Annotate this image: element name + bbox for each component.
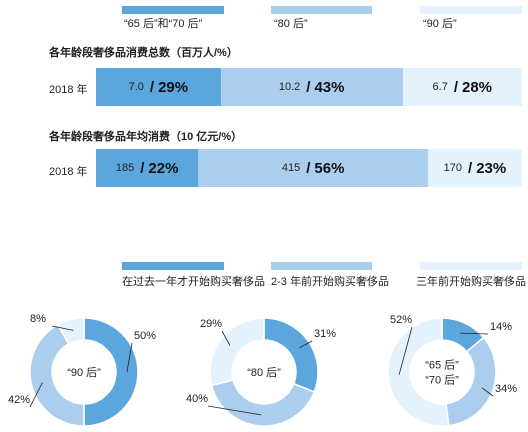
legend-label-65-70: “65 后”和“70 后” — [124, 18, 203, 30]
leader-line — [207, 405, 262, 416]
donut-center-label: “65 后” — [425, 359, 459, 372]
donut-slice-label: 14% — [490, 321, 512, 333]
donut-slice — [56, 317, 85, 345]
legend-swatch-65-70 — [122, 6, 224, 14]
bar-separator: / — [140, 159, 145, 177]
donut-slice-label: 8% — [30, 313, 46, 325]
legend-swatch-3-years-ago — [420, 262, 522, 270]
leader-line — [221, 330, 231, 346]
leader-line — [299, 340, 313, 349]
bar-value-label: 185 — [115, 162, 135, 174]
bar-separator: / — [468, 159, 473, 177]
bar-segment: 415 /56% — [198, 149, 428, 187]
donut-slice — [29, 323, 85, 427]
donut-slice — [83, 317, 139, 427]
bar-segment: 7.0 /29% — [96, 68, 221, 106]
bar-value-label: 6.7 — [432, 81, 448, 93]
bar-value-label: 10.2 — [278, 81, 301, 93]
donut-slice-label: 42% — [8, 394, 30, 406]
bar-value-label: 415 — [281, 162, 301, 174]
bar-value-label: 170 — [443, 162, 463, 174]
donut-slice-label: 50% — [134, 330, 156, 342]
bar-separator: / — [306, 159, 311, 177]
leader-line — [398, 326, 413, 375]
legend-swatch-90 — [420, 6, 522, 14]
bar-percent-label: 23% — [476, 159, 507, 177]
bar-segment: 185 /22% — [96, 149, 199, 187]
donut-center-label: “90 后” — [67, 366, 101, 379]
chart1-title: 各年龄段奢侈品消费总数（百万人/%） — [49, 47, 238, 59]
donut-slice-label: 29% — [200, 318, 222, 330]
leader-line — [51, 325, 74, 331]
bar-percent-label: 56% — [314, 159, 345, 177]
bar-percent-label: 43% — [314, 78, 345, 96]
leader-line — [29, 382, 43, 408]
chart1-stacked-bar: 7.0/29% 10.2/43% 6.7/28% — [96, 68, 522, 106]
legend-label-80: “80 后” — [274, 18, 308, 30]
donut-slice-label: 52% — [390, 314, 412, 326]
chart2-row-label: 2018 年 — [49, 166, 88, 178]
donut-slice — [209, 317, 265, 387]
legend-label-past-year: 在过去一年才开始购买奢侈品 — [122, 276, 265, 288]
legend-label-3-years-ago: 三年前开始购买奢侈品 — [416, 276, 526, 288]
bar-percent-label: 28% — [461, 78, 493, 96]
bar-separator: / — [149, 78, 155, 96]
legend-swatch-2-3-years — [271, 262, 372, 270]
donut-slice — [210, 379, 316, 427]
chart2-title: 各年龄段奢侈品年均消费（10 亿元/%） — [49, 131, 243, 143]
chart2-stacked-bar: 185/22% 415/56% 170/23% — [96, 149, 522, 187]
leader-line — [126, 342, 133, 373]
legend-label-2-3-years: 2-3 年前开始购买奢侈品 — [271, 276, 389, 288]
leader-line — [460, 332, 489, 335]
legend-label-90: “90 后” — [423, 18, 457, 30]
bar-percent-label: 29% — [158, 78, 189, 96]
bar-segment: 170 /23% — [427, 149, 522, 187]
chart1-row-label: 2018 年 — [49, 84, 88, 96]
donut-center-label: “80 后” — [247, 366, 281, 379]
donut-slice-label: 34% — [495, 383, 517, 395]
legend-swatch-past-year — [122, 262, 224, 270]
donut-slice — [387, 317, 450, 427]
donut-slice — [263, 317, 319, 393]
legend-swatch-80 — [271, 6, 372, 14]
donut-center-label: “70 后” — [425, 374, 459, 387]
donut-slice-label: 40% — [186, 393, 208, 405]
donut-slice-label: 31% — [314, 328, 336, 340]
bar-segment: 10.2 /43% — [220, 68, 403, 106]
bar-percent-label: 22% — [148, 159, 179, 177]
bar-segment: 6.7 /28% — [402, 68, 522, 106]
bar-value-label: 7.0 — [128, 81, 144, 93]
bar-separator: / — [453, 78, 458, 96]
leader-line — [481, 387, 494, 397]
bar-separator: / — [306, 78, 311, 96]
